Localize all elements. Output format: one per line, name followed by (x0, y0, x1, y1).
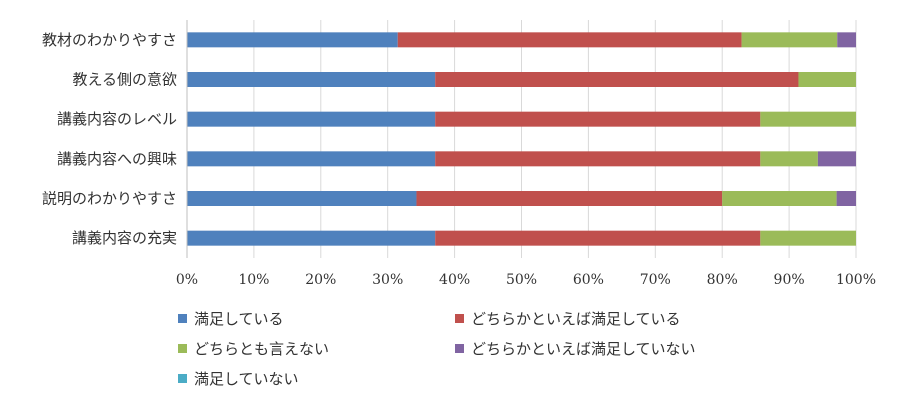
bar-segment (187, 191, 417, 206)
bar-segment (435, 151, 761, 167)
x-tick-label: 80% (707, 272, 738, 288)
legend-swatch (178, 374, 187, 383)
legend-label: 満足していない (194, 370, 299, 388)
x-tick-label: 30% (372, 272, 403, 288)
bar-segment (837, 32, 856, 48)
category-label: 講義内容への興味 (57, 150, 177, 168)
bar-segment (760, 230, 856, 246)
bar-segment (187, 72, 436, 87)
bar-segment (760, 151, 818, 167)
legend-swatch (178, 314, 187, 323)
bar-segment (187, 230, 436, 246)
x-tick-label: 60% (573, 272, 604, 288)
x-tick-label: 10% (238, 272, 269, 288)
bar-segment (817, 151, 856, 167)
x-tick-label: 20% (305, 272, 336, 288)
stacked-bar-chart: 0% 10% 20% 30% 40% 50% 60% 70% 80% 90% 100% 教材のわかりや… (42, 20, 876, 288)
legend-label: 満足している (194, 310, 284, 328)
x-tick-label: 50% (506, 272, 537, 288)
legend-item: どちらかといえば満足していない (455, 338, 696, 359)
category-label: 講義内容の充実 (72, 229, 177, 247)
bar-segment (187, 111, 436, 127)
bar-segment (760, 111, 856, 127)
category-label: 教える側の意欲 (72, 71, 177, 89)
legend: 満足している どちらかといえば満足しているどちらとも言えない どちらかといえば満足し… (0, 300, 900, 405)
legend-label: どちらかといえば満足している (471, 310, 681, 328)
legend-item: 満足している (178, 308, 284, 329)
bar-segment (798, 72, 856, 87)
legend-swatch (455, 314, 464, 323)
legend-label: どちらかといえば満足していない (471, 340, 696, 358)
bar-segment (741, 32, 838, 48)
bar-segment (435, 230, 761, 246)
category-label: 説明のわかりやすさ (42, 190, 177, 208)
x-tick-label: 0% (176, 272, 198, 288)
bar-segment (836, 191, 856, 206)
legend-swatch (178, 344, 187, 353)
bar-segment (187, 32, 398, 48)
bar-segment (435, 111, 761, 127)
bar-segment (722, 191, 837, 206)
x-tick-label: 40% (439, 272, 470, 288)
legend-item: どちらかといえば満足している (455, 308, 681, 329)
x-tick-label: 100% (836, 272, 876, 288)
legend-swatch (455, 344, 464, 353)
legend-item: 満足していない (178, 368, 299, 389)
legend-item: どちらとも言えない (178, 338, 329, 359)
category-label: 教材のわかりやすさ (42, 31, 177, 49)
bar-segment (416, 191, 723, 206)
bar-segment (435, 72, 799, 87)
legend-label: どちらとも言えない (194, 340, 330, 358)
x-tick-label: 70% (640, 272, 671, 288)
bar-segment (397, 32, 742, 48)
category-label: 講義内容のレベル (57, 110, 177, 128)
bar-segment (187, 151, 436, 167)
x-tick-label: 90% (774, 272, 805, 288)
